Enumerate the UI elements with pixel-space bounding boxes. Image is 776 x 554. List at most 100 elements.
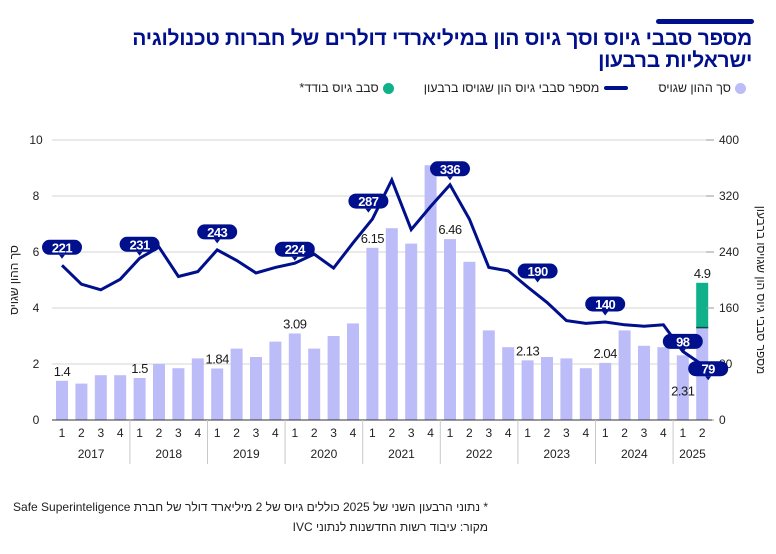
bar-capital <box>521 360 534 420</box>
bar-capital <box>133 378 146 420</box>
badge-text: 221 <box>52 240 72 255</box>
x-quarter-label: 4 <box>117 426 124 440</box>
bar-capital <box>153 364 165 420</box>
bar-capital <box>250 357 262 420</box>
x-year-label: 2025 <box>679 447 706 461</box>
y-right-axis-title: מספר סבבי גיוס הון שגויסו ברבעון <box>754 206 768 375</box>
x-year-label: 2023 <box>543 447 570 461</box>
legend-label-capital: סך ההון שגויס <box>658 81 731 95</box>
legend-item-capital: סך ההון שגויס <box>658 81 746 95</box>
bar-value-label: 2.31 <box>671 383 695 398</box>
y-left-tick-label: 10 <box>29 133 43 147</box>
bar-value-label: 1.84 <box>206 351 230 366</box>
x-quarter-label: 1 <box>214 426 221 440</box>
line-value-badge: 190 <box>517 263 558 283</box>
y-right-tick-label: 0 <box>719 413 726 427</box>
x-quarter-label: 3 <box>485 426 492 440</box>
badge-bg <box>430 161 470 177</box>
badge-text: 231 <box>129 237 149 252</box>
badge-pointer <box>602 311 609 316</box>
y-left-tick-label: 8 <box>33 189 40 203</box>
bar-value-label: 6.15 <box>361 231 385 246</box>
axes: 0246810080160240320400סך ההון שגויסמספר … <box>7 133 768 464</box>
line-value-badge: 224 <box>274 241 315 261</box>
bar-capital <box>463 261 476 420</box>
bar-capital <box>269 341 282 420</box>
footnote-source: מקור: עיבוד רשות החדשנות לנתוני IVC <box>292 520 488 534</box>
bar-value-label: 2.04 <box>594 346 618 361</box>
badge-pointer <box>705 376 712 381</box>
bar-capital <box>599 362 612 420</box>
badge-bg <box>517 263 558 279</box>
x-quarter-label: 4 <box>427 426 434 440</box>
x-quarter-label: 1 <box>136 426 143 440</box>
bar-capital <box>347 323 359 420</box>
line-value-badge: 336 <box>430 161 470 181</box>
bar-capital <box>327 336 340 420</box>
bar-capital <box>366 247 379 420</box>
badge-bg <box>119 236 160 252</box>
bar-capital <box>676 355 689 420</box>
bar-capital <box>94 375 107 420</box>
line-value-badge: 243 <box>197 224 238 244</box>
legend-label-rounds: מספר סבבי גיוס הון שגויסו ברבעון <box>423 81 600 95</box>
x-quarter-label: 2 <box>388 426 395 440</box>
legend: סך ההון שגויס מספר סבבי גיוס הון שגויסו … <box>299 81 746 95</box>
badge-bg <box>274 241 315 257</box>
legend-dot-single-round-icon <box>382 82 394 94</box>
x-quarter-label: 1 <box>447 426 454 440</box>
bars <box>56 165 709 420</box>
badge-bg <box>662 333 703 349</box>
badge-pointer <box>59 254 65 259</box>
x-year-label: 2024 <box>621 447 648 461</box>
x-quarter-label: 1 <box>679 426 686 440</box>
x-quarter-label: 4 <box>582 426 589 440</box>
y-left-tick-label: 4 <box>33 301 40 315</box>
bar-capital <box>114 375 127 420</box>
badge-bg <box>348 193 389 209</box>
bar-value-label: 4.9 <box>694 266 711 281</box>
badge-bg <box>197 224 238 240</box>
bar-single-round <box>696 282 709 328</box>
bar-capital <box>288 333 301 420</box>
x-quarter-label: 1 <box>369 426 376 440</box>
x-quarter-label: 4 <box>194 426 201 440</box>
x-year-label: 2019 <box>233 447 260 461</box>
bar-value-label: 1.5 <box>131 361 148 376</box>
x-year-label: 2017 <box>78 447 105 461</box>
x-quarter-label: 2 <box>621 426 628 440</box>
x-quarter-label: 2 <box>311 426 318 440</box>
badge-pointer <box>291 256 298 261</box>
legend-line-rounds-icon <box>604 86 629 90</box>
x-quarter-label: 4 <box>660 426 667 440</box>
y-right-tick-label: 320 <box>719 189 739 203</box>
bar-capital <box>657 347 670 420</box>
bar-capital <box>211 368 224 420</box>
x-quarter-label: 2 <box>544 426 551 440</box>
x-quarter-label: 1 <box>59 426 66 440</box>
x-quarter-label: 3 <box>563 426 570 440</box>
bar-capital <box>560 358 573 420</box>
badge-text: 243 <box>207 225 227 240</box>
badge-text: 140 <box>595 297 615 312</box>
badge-text: 190 <box>527 264 547 279</box>
badge-text: 224 <box>285 242 306 257</box>
legend-item-single-round: סבב גיוס בודד* <box>299 81 394 95</box>
x-quarter-label: 1 <box>602 426 609 440</box>
badge-text: 287 <box>358 194 378 209</box>
x-year-label: 2022 <box>466 447 493 461</box>
bar-capital <box>541 357 553 420</box>
x-quarter-label: 4 <box>505 426 512 440</box>
x-quarter-label: 1 <box>291 426 298 440</box>
bar-capital <box>618 330 631 420</box>
bar-capital <box>638 345 650 420</box>
x-quarter-label: 2 <box>466 426 473 440</box>
bar-value-label: 3.09 <box>283 316 307 331</box>
y-left-tick-label: 0 <box>33 413 40 427</box>
x-quarter-label: 3 <box>641 426 648 440</box>
bar-capital <box>579 368 592 420</box>
line-value-badge: 231 <box>119 236 160 256</box>
bar-capital <box>482 330 495 420</box>
x-quarter-label: 2 <box>156 426 163 440</box>
bar-capital <box>191 358 204 420</box>
